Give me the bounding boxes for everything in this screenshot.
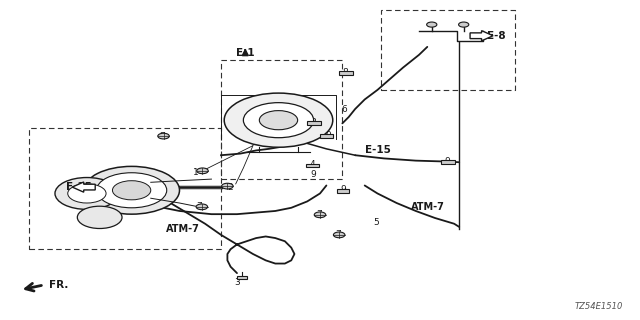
FancyBboxPatch shape (441, 160, 455, 164)
FancyBboxPatch shape (237, 276, 247, 279)
FancyArrow shape (72, 182, 95, 192)
Text: FR.: FR. (49, 280, 68, 290)
Text: 9: 9 (445, 157, 451, 166)
Bar (29, 128, 221, 249)
Text: 2: 2 (228, 183, 234, 192)
Text: ATM-7: ATM-7 (411, 202, 445, 212)
Text: 7: 7 (159, 132, 164, 140)
Text: 7: 7 (196, 202, 202, 211)
Text: E-15: E-15 (65, 182, 92, 192)
Text: 9: 9 (325, 131, 331, 140)
Circle shape (84, 166, 179, 214)
Text: 8: 8 (311, 118, 317, 127)
FancyArrow shape (470, 31, 493, 41)
FancyBboxPatch shape (320, 134, 333, 138)
Text: 9: 9 (340, 186, 346, 195)
Text: E-8: E-8 (487, 31, 506, 41)
Circle shape (459, 22, 468, 27)
Circle shape (243, 103, 314, 138)
Text: 4: 4 (310, 160, 315, 169)
Text: 1: 1 (193, 168, 198, 177)
Circle shape (77, 206, 122, 228)
Text: 8: 8 (342, 68, 348, 77)
FancyBboxPatch shape (307, 121, 321, 125)
Text: ATM-7: ATM-7 (166, 224, 200, 235)
Text: 7: 7 (335, 230, 340, 239)
Circle shape (221, 183, 233, 189)
Text: E-1: E-1 (236, 48, 255, 58)
Circle shape (224, 93, 333, 147)
FancyBboxPatch shape (339, 71, 353, 75)
Text: 3: 3 (234, 278, 240, 287)
Text: 5: 5 (373, 218, 379, 227)
Circle shape (196, 168, 208, 174)
Circle shape (68, 184, 106, 203)
Bar (381, 10, 515, 90)
Circle shape (158, 133, 170, 139)
Text: 9: 9 (311, 170, 317, 179)
Circle shape (55, 178, 119, 209)
FancyBboxPatch shape (337, 189, 349, 193)
Text: TZ54E1510: TZ54E1510 (575, 302, 623, 311)
Circle shape (427, 22, 437, 27)
Bar (221, 60, 342, 179)
Text: E-15: E-15 (365, 146, 390, 156)
FancyBboxPatch shape (306, 164, 319, 167)
Circle shape (196, 204, 207, 210)
Circle shape (259, 111, 298, 130)
Circle shape (97, 173, 167, 208)
Circle shape (113, 181, 151, 200)
Circle shape (314, 212, 326, 218)
Circle shape (333, 232, 345, 238)
Text: 6: 6 (341, 105, 347, 114)
Text: 7: 7 (316, 210, 321, 219)
